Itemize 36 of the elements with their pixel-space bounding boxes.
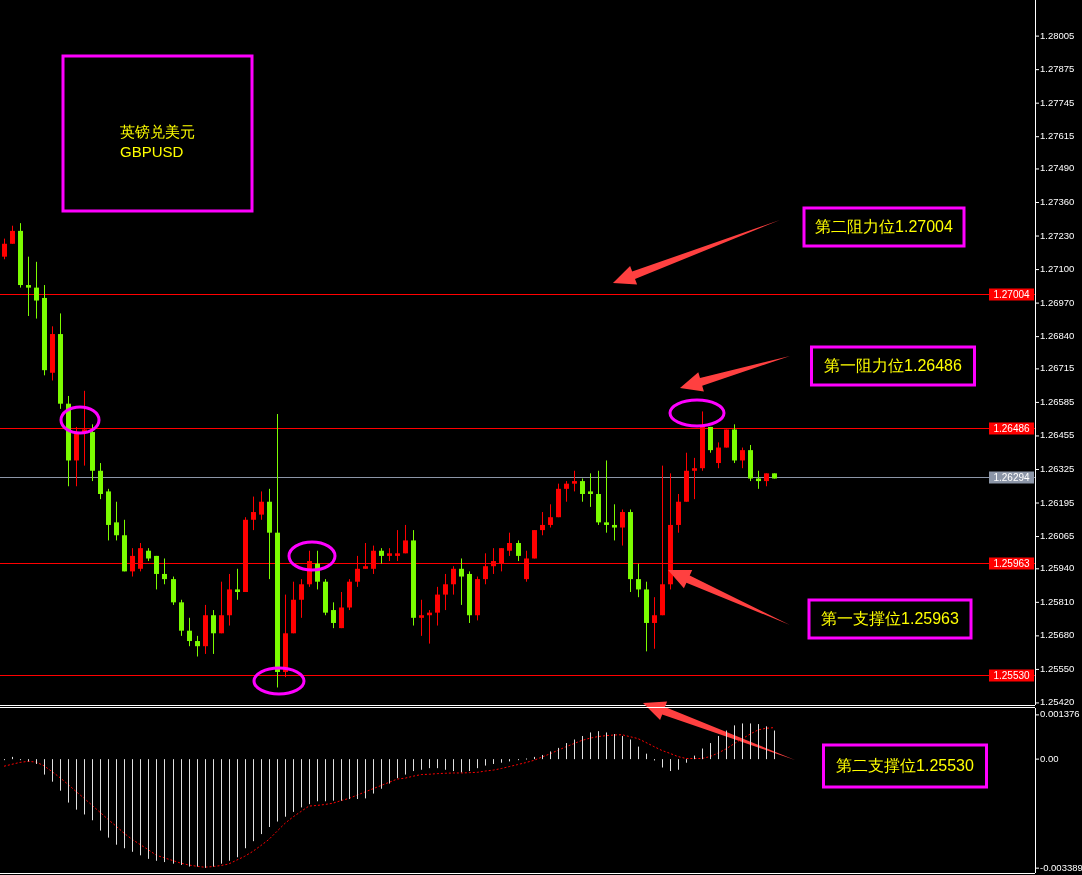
y-tick-label: 1.25420 <box>1040 696 1075 708</box>
y-tick-label: 1.26455 <box>1040 429 1075 441</box>
annotation: 第二阻力位1.27004 <box>815 218 954 236</box>
annotation: 第二支撑位1.25530 <box>836 757 975 775</box>
text: 英镑兑美元 <box>120 122 195 140</box>
y-tick-label: 1.26840 <box>1040 330 1075 342</box>
annotation: 第一支撑位1.25963 <box>821 610 960 628</box>
ref-line-label: 1.25530 <box>993 669 1031 681</box>
y-tick-label: 1.25550 <box>1040 662 1075 674</box>
y-tick-label: 1.26065 <box>1040 530 1075 542</box>
ref-line-label: 1.26294 <box>993 471 1031 483</box>
y-tick-label: 1.27100 <box>1040 263 1075 275</box>
y-tick-label: 1.26325 <box>1040 463 1075 474</box>
ref-line-label: 1.26486 <box>993 422 1031 434</box>
y-tick-label: 1.26715 <box>1040 362 1075 374</box>
y-tick-label: 1.25940 <box>1040 562 1075 574</box>
y-tick-label: 0.00 <box>1040 752 1059 764</box>
y-tick-label: 1.27615 <box>1040 130 1075 142</box>
y-tick-label: 0.001376 <box>1040 708 1080 720</box>
y-tick-label: -0.003389 <box>1040 861 1082 873</box>
y-tick-label: 1.25680 <box>1040 629 1075 641</box>
y-tick-label: 1.27490 <box>1040 162 1075 174</box>
y-tick-label: 1.27360 <box>1040 196 1075 208</box>
y-tick-label: 1.27875 <box>1040 63 1075 75</box>
y-tick-label: 1.26970 <box>1040 296 1075 308</box>
y-tick-label: 1.26585 <box>1040 395 1075 407</box>
y-tick-label: 1.27230 <box>1040 229 1075 241</box>
annotation: 第一阻力位1.26486 <box>824 357 963 375</box>
y-tick-label: 1.25810 <box>1040 595 1075 607</box>
y-tick-label: 1.26195 <box>1040 496 1075 508</box>
y-tick-label: 1.27745 <box>1040 96 1075 108</box>
line-series <box>3 727 775 868</box>
ref-line-label: 1.25963 <box>993 557 1031 569</box>
text: GBPUSD <box>120 142 184 160</box>
ref-line-label: 1.27004 <box>993 288 1031 300</box>
y-tick-label: 1.28005 <box>1040 29 1075 41</box>
